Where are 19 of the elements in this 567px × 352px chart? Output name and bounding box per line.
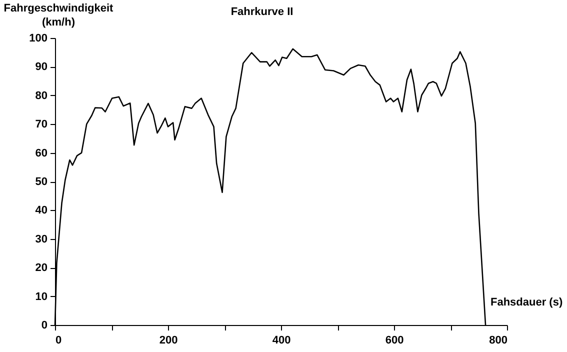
x-tick-label: 200 [159, 334, 178, 346]
y-tick-label: 10 [35, 290, 48, 303]
x-axis-title: Fahsdauer (s) [490, 296, 563, 308]
y-tick-label: 0 [41, 320, 48, 332]
x-tick-label: 0 [56, 334, 62, 346]
y-tick-label: 90 [35, 61, 48, 74]
y-tick-label: 70 [35, 118, 48, 131]
y-tick-label: 80 [35, 90, 48, 102]
y-tick-label: 100 [29, 32, 48, 44]
y-tick-label: 30 [35, 233, 48, 246]
x-tick-label: 400 [272, 334, 291, 346]
y-tick-label: 40 [35, 204, 48, 217]
y-axis-title: Fahrgeschwindigkeit (km/h) [4, 2, 114, 28]
y-tick-label: 20 [35, 262, 48, 274]
x-tick-label: 800 [489, 334, 508, 346]
x-tick-label: 600 [385, 334, 404, 346]
y-tick-label: 60 [35, 147, 48, 160]
chart-title: Fahrkurve II [230, 6, 294, 18]
y-tick-label: 50 [35, 176, 48, 188]
